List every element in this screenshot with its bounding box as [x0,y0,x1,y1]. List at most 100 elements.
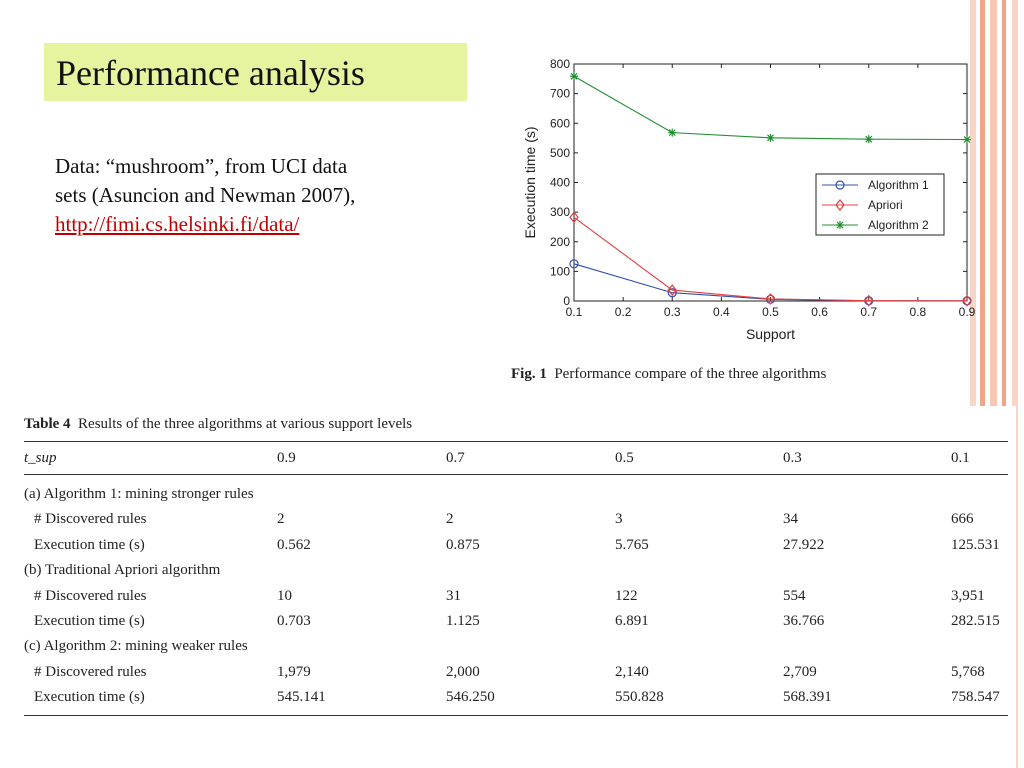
y-tick-label: 100 [550,264,570,278]
x-tick-label: 0.2 [615,305,632,319]
legend-marker [836,221,844,229]
row-label: # Discovered rules [34,587,147,604]
row-label: Execution time (s) [34,613,145,629]
table-cell: 554 [783,587,806,604]
series-line [573,216,968,302]
table-cell: 34 [783,511,798,528]
table-cell: 125.531 [951,536,1000,553]
header-cell: 0.7 [446,450,465,466]
table-cell: 0.703 [277,613,311,629]
x-tick-label: 0.1 [566,305,583,319]
header-cell: 0.9 [277,450,296,466]
table-cell: 1,979 [277,663,311,680]
y-tick-label: 800 [550,57,570,71]
decorative-stripes [968,0,1024,768]
table-caption-label: Table 4 [24,416,71,432]
table-cell: 122 [615,587,638,604]
y-tick-label: 300 [550,205,570,219]
row-label: # Discovered rules [34,511,147,528]
table-cell: 2,140 [615,663,649,680]
table-cell: 2 [446,511,454,528]
table-cell: 545.141 [277,689,326,706]
table-cell: 6.891 [615,613,649,629]
legend-label: Algorithm 2 [868,218,929,232]
table-cell: 3 [615,511,623,528]
section-title: (b) Traditional Apriori algorithm [24,562,221,579]
slide-title: Performance analysis [56,53,365,93]
table-caption: Table 4 Results of the three algorithms … [24,416,412,433]
table-cell: 10 [277,587,292,604]
table-cell: 36.766 [783,613,825,629]
row-label: Execution time (s) [34,689,145,706]
stripe [970,0,976,768]
x-tick-label: 0.8 [910,305,927,319]
table-top-rule [24,441,1008,442]
figure-caption: Fig. 1 Performance compare of the three … [511,366,826,383]
table-cell: 0.562 [277,536,311,553]
y-axis-label: Execution time (s) [522,126,538,238]
header-cell: 0.5 [615,450,634,466]
row-label: # Discovered rules [34,663,147,680]
table-cell: 758.547 [951,689,1000,706]
data-point [962,294,972,307]
table-cell: 31 [446,587,461,604]
table-cell: 3,951 [951,587,985,604]
header-label: t_sup [24,450,57,466]
data-point [570,72,578,81]
table-cell: 282.515 [951,613,1000,629]
description-line-2: sets (Asuncion and Newman 2007), [55,183,356,207]
performance-line-chart: 0.1 0.2 0.3 0.4 0.5 0.6 0.7 0.8 0.9 0 100 200 300 400… [522,57,976,342]
slide-title-box: Performance analysis [44,43,467,101]
section-title: (c) Algorithm 2: mining weaker rules [24,638,248,655]
table-cell: 5.765 [615,536,649,553]
header-cell: 0.3 [783,450,802,466]
table-cell: 0.875 [446,536,480,553]
table-header-rule [24,474,1008,475]
x-tick-label: 0.3 [664,305,681,319]
data-point [963,135,971,144]
data-point [864,135,873,144]
data-point [765,292,776,305]
data-point [667,288,677,298]
table-caption-text: Results of the three algorithms at vario… [78,416,413,432]
y-tick-label: 400 [550,176,570,190]
legend-marker [835,180,845,190]
y-tick-label: 700 [550,87,570,101]
data-point [569,259,579,269]
dataset-link[interactable]: http://fimi.cs.helsinki.fi/data/ [55,212,300,236]
legend-label: Algorithm 1 [868,178,929,192]
table-cell: 2,709 [783,663,817,680]
y-tick-label: 600 [550,116,570,130]
figure-caption-text: Performance compare of the three algorit… [554,366,827,382]
y-tick-label: 500 [550,146,570,160]
table-cell: 2,000 [446,663,480,680]
x-axis-label: Support [746,326,795,342]
table-cell: 550.828 [615,689,664,706]
table-cell: 1.125 [446,613,480,629]
data-point [667,284,678,297]
x-tick-label: 0.4 [713,305,730,319]
x-tick-label: 0.6 [811,305,828,319]
table-cell: 5,768 [951,663,985,680]
y-tick-label: 200 [550,235,570,249]
x-tick-label: 0.5 [762,305,779,319]
table-cell: 568.391 [783,689,832,706]
table-cell: 27.922 [783,536,825,553]
header-cell: 0.1 [951,450,970,466]
legend-label: Apriori [868,198,903,212]
data-point [569,211,579,224]
table-bottom-rule [24,715,1008,716]
x-tick-label: 0.9 [959,305,976,319]
data-point [668,128,677,137]
table-cell: 2 [277,511,285,528]
figure-caption-label: Fig. 1 [511,366,547,382]
description-line-1: Data: “mushroom”, from UCI data [55,154,348,178]
stripe [1002,0,1006,768]
stripe [990,0,997,768]
x-tick-label: 0.7 [860,305,877,319]
section-title: (a) Algorithm 1: mining stronger rules [24,486,254,502]
table-cell: 546.250 [446,689,495,706]
row-label: Execution time (s) [34,536,145,553]
stripe [980,0,985,768]
data-description: Data: “mushroom”, from UCI data sets (As… [55,152,495,239]
